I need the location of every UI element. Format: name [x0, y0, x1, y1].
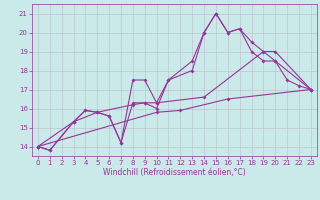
X-axis label: Windchill (Refroidissement éolien,°C): Windchill (Refroidissement éolien,°C) — [103, 168, 246, 177]
